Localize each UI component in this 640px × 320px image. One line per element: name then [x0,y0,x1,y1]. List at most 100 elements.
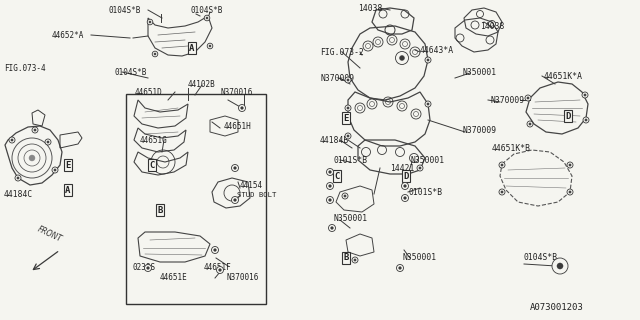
Circle shape [147,267,149,269]
Text: B: B [157,205,163,214]
Text: N370009: N370009 [462,125,496,134]
Circle shape [216,267,223,274]
Circle shape [329,171,332,173]
Circle shape [149,21,151,23]
Text: D: D [565,111,571,121]
Text: 14421: 14421 [390,164,414,172]
Circle shape [154,53,156,55]
Circle shape [499,189,505,195]
Circle shape [525,95,531,101]
Text: 44651E: 44651E [160,274,188,283]
Circle shape [45,139,51,145]
Circle shape [52,167,58,173]
Circle shape [567,189,573,195]
Circle shape [241,107,243,109]
Circle shape [401,182,408,189]
Circle shape [527,121,533,127]
Circle shape [417,165,423,171]
Circle shape [345,105,351,111]
Text: 44154: 44154 [240,180,263,189]
Circle shape [206,17,208,19]
Text: 44651D: 44651D [135,87,163,97]
Circle shape [345,133,351,139]
Text: 44651F: 44651F [204,263,232,273]
Text: FIG.073-4: FIG.073-4 [4,63,45,73]
Circle shape [17,177,19,179]
Text: 44102B: 44102B [188,79,216,89]
Circle shape [399,267,401,269]
Circle shape [399,56,404,60]
Circle shape [9,137,15,143]
Circle shape [32,127,38,133]
Circle shape [569,191,571,193]
Text: 0104S*B: 0104S*B [114,68,147,76]
Circle shape [152,51,158,57]
Circle shape [347,79,349,81]
Circle shape [328,225,335,231]
Circle shape [219,269,221,271]
Text: FIG.073-2: FIG.073-2 [320,47,364,57]
Circle shape [11,139,13,141]
Circle shape [401,57,403,59]
Text: A: A [189,44,195,52]
Circle shape [232,164,239,172]
Text: 44652*A: 44652*A [52,30,84,39]
Text: B: B [343,253,349,262]
Circle shape [209,45,211,47]
Text: 44184B: 44184B [320,135,349,145]
Circle shape [567,162,573,168]
Text: 14038: 14038 [358,4,382,12]
Circle shape [584,94,586,96]
Circle shape [211,246,218,253]
Text: 44184C: 44184C [4,189,33,198]
Text: N350001: N350001 [402,253,436,262]
Circle shape [352,257,358,263]
Text: N370009: N370009 [320,74,354,83]
Circle shape [326,196,333,204]
Circle shape [404,197,406,199]
Circle shape [344,195,346,197]
Text: N370016: N370016 [220,87,252,97]
Circle shape [47,141,49,143]
Text: 44651K*B: 44651K*B [492,143,531,153]
Circle shape [399,54,406,61]
Circle shape [329,199,332,201]
Circle shape [207,43,213,49]
Circle shape [427,59,429,61]
Circle shape [15,175,21,181]
Circle shape [234,199,236,201]
Circle shape [583,117,589,123]
Circle shape [404,185,406,187]
Circle shape [347,107,349,109]
Circle shape [54,169,56,171]
Circle shape [559,264,561,268]
Text: 0104S*B: 0104S*B [190,5,222,14]
Circle shape [552,258,568,274]
Circle shape [34,129,36,131]
Circle shape [214,249,216,251]
Circle shape [234,167,236,169]
Circle shape [396,52,408,65]
Text: E: E [65,161,70,170]
Text: C: C [334,172,340,180]
Circle shape [232,196,239,204]
Circle shape [501,164,503,166]
Text: 44643*A: 44643*A [420,45,454,54]
Circle shape [557,263,563,269]
Text: 0104S*B: 0104S*B [108,5,140,14]
Circle shape [427,103,429,105]
Text: 0104S*B: 0104S*B [524,253,558,262]
Circle shape [331,227,333,229]
Circle shape [582,92,588,98]
Circle shape [326,182,333,189]
Text: STUD BOLT: STUD BOLT [237,192,276,198]
Text: 0238S: 0238S [132,263,155,273]
Circle shape [342,193,348,199]
Circle shape [425,101,431,107]
Text: N350001: N350001 [410,156,444,164]
Text: N370009: N370009 [490,95,524,105]
Circle shape [527,97,529,99]
Circle shape [569,164,571,166]
Text: N350001: N350001 [462,68,496,76]
Circle shape [585,119,587,121]
